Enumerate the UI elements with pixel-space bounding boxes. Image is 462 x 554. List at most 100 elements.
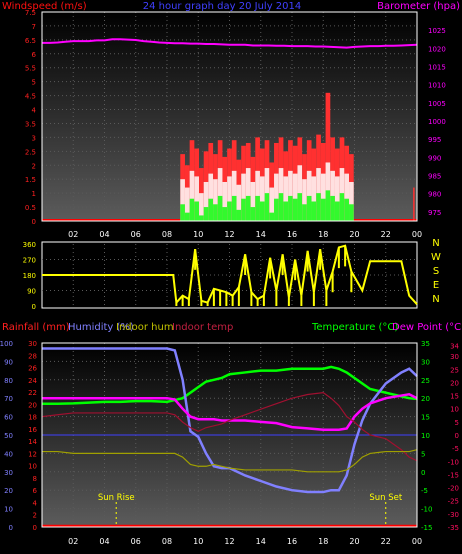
- hour-tick: 20: [349, 537, 359, 546]
- dew-point-tick: -25: [448, 498, 459, 506]
- windspeed-tick: 6: [32, 51, 37, 59]
- compass-letter: E: [433, 280, 439, 291]
- dew-point-axis-label: Dew Point (°C): [392, 322, 462, 333]
- wind-avg-bar: [236, 184, 242, 221]
- wind-low-bar: [245, 195, 251, 221]
- direction-marks: [42, 244, 418, 306]
- wind-low-bar: [339, 193, 345, 221]
- temp-hum-frame: [41, 342, 418, 528]
- wind-avg-bar: [344, 173, 350, 221]
- rain-tick: 22: [28, 389, 37, 397]
- windspeed-tick: 1.5: [25, 176, 36, 184]
- humidity-tick: 100: [0, 340, 13, 348]
- wind-baro-grid: [42, 11, 417, 221]
- humidity-tick: 0: [9, 524, 13, 532]
- chart-title: 24 hour graph day 20 July 2014: [143, 1, 302, 12]
- wind-low-bar: [180, 204, 185, 221]
- wind-baro-marks: [42, 38, 418, 222]
- direction-tick: 180: [23, 272, 36, 280]
- wind-avg-bar: [292, 173, 298, 221]
- rain-tick: 0: [33, 524, 37, 532]
- rain-tick: 24: [28, 377, 37, 385]
- wind-low-bar: [184, 212, 190, 221]
- wind-low-bar: [241, 198, 246, 221]
- compass-letter: N: [432, 294, 439, 305]
- rain-tick: 14: [28, 438, 37, 446]
- dew-point-tick: 5: [455, 419, 459, 427]
- humidity-tick: 60: [4, 414, 13, 422]
- hour-tick: 18: [318, 537, 328, 546]
- hour-tick: 10: [193, 230, 203, 239]
- barometer-tick: 1005: [428, 100, 446, 108]
- temperature-tick: -10: [421, 506, 432, 514]
- wind-low-bar: [222, 207, 228, 221]
- wind-low-bar: [208, 198, 214, 221]
- wind-low-bar: [320, 198, 326, 221]
- temperature-tick: 10: [421, 432, 430, 440]
- humidity-tick: 70: [4, 395, 13, 403]
- wind-avg-bar: [320, 173, 326, 221]
- wind-avg-bar: [227, 176, 232, 221]
- windspeed-tick: 1: [32, 190, 36, 198]
- humidity-tick: 40: [4, 450, 13, 458]
- barometer-tick: 1010: [428, 82, 446, 90]
- rain-tick: 4: [33, 499, 38, 507]
- wind-low-bar: [311, 201, 317, 221]
- windspeed-tick: 5.5: [25, 65, 36, 73]
- indoor-hum-label: Indoor hum: [116, 322, 174, 333]
- windspeed-tick: 2.5: [25, 148, 36, 156]
- barometer-tick: 1000: [428, 118, 446, 126]
- windspeed-tick: 0.5: [25, 204, 36, 212]
- barometer-axis-label: Barometer (hpa): [377, 1, 460, 12]
- dew-point-tick: -5: [452, 445, 459, 453]
- barometer-tick: 980: [428, 191, 441, 199]
- wind-low-bar: [227, 201, 232, 221]
- wind-avg-bar: [199, 193, 204, 221]
- hour-tick: 06: [131, 230, 141, 239]
- wind-low-bar: [302, 204, 307, 221]
- hour-tick: 14: [256, 537, 266, 546]
- windspeed-tick: 4: [32, 107, 37, 115]
- wind-low-bar: [203, 207, 209, 221]
- wind-avg-bar: [269, 187, 275, 221]
- wind-low-bar: [325, 190, 331, 221]
- wind-low-bar: [199, 215, 204, 221]
- direction-tick-labels: 0 90 180 270 360: [23, 241, 36, 311]
- wind-avg-bar: [311, 176, 317, 221]
- wind-avg-bar: [274, 173, 279, 221]
- temperature-tick: 0: [421, 469, 425, 477]
- hour-tick: 22: [381, 230, 391, 239]
- rain-tick: 8: [33, 475, 37, 483]
- rain-tick: 18: [28, 414, 37, 422]
- direction-tick: 90: [27, 288, 36, 296]
- wind-low-bar: [217, 195, 223, 221]
- dew-point-tick: -35: [448, 524, 459, 532]
- windspeed-tick: 6.5: [25, 37, 36, 45]
- compass-letter: S: [433, 266, 439, 277]
- windspeed-tick: 3.5: [25, 120, 36, 128]
- wind-avg-bar: [208, 173, 214, 221]
- hour-tick: 10: [193, 537, 203, 546]
- humidity-tick: 30: [4, 469, 13, 477]
- wind-low-bar: [288, 195, 293, 221]
- rain-tick: 28: [28, 352, 37, 360]
- windspeed-tick: 7.5: [25, 9, 36, 17]
- wind-low-bar: [297, 193, 303, 221]
- hour-tick: 04: [99, 537, 109, 546]
- hour-tick: 16: [287, 537, 297, 546]
- wind-avg-bar: [334, 176, 340, 221]
- barometer-tick: 995: [428, 136, 441, 144]
- barometer-tick-labels: 975 980 985 990 995 1000 1005 1010 1015 1020 1025: [428, 27, 446, 217]
- top-hour-labels: 02 04 06 08 10 12 14 16 18 20 22 00: [68, 230, 422, 239]
- dew-point-tick: 10: [450, 406, 459, 414]
- wind-low-bar: [330, 195, 335, 221]
- bottom-hour-labels: 02 04 06 08 10 12 14 16 18 20 22 00: [68, 537, 422, 546]
- windspeed-tick: 0: [32, 218, 36, 226]
- rain-tick: 26: [28, 365, 37, 373]
- hour-tick: 14: [256, 230, 266, 239]
- windspeed-tick-labels: 0 0.5 1 1.5 2 2.5 3 3.5 4 4.5 5 5.5 6 6.5 7 7.5: [25, 9, 37, 226]
- windspeed-tick: 7: [32, 23, 36, 31]
- sunset-label: Sun Set: [369, 493, 402, 503]
